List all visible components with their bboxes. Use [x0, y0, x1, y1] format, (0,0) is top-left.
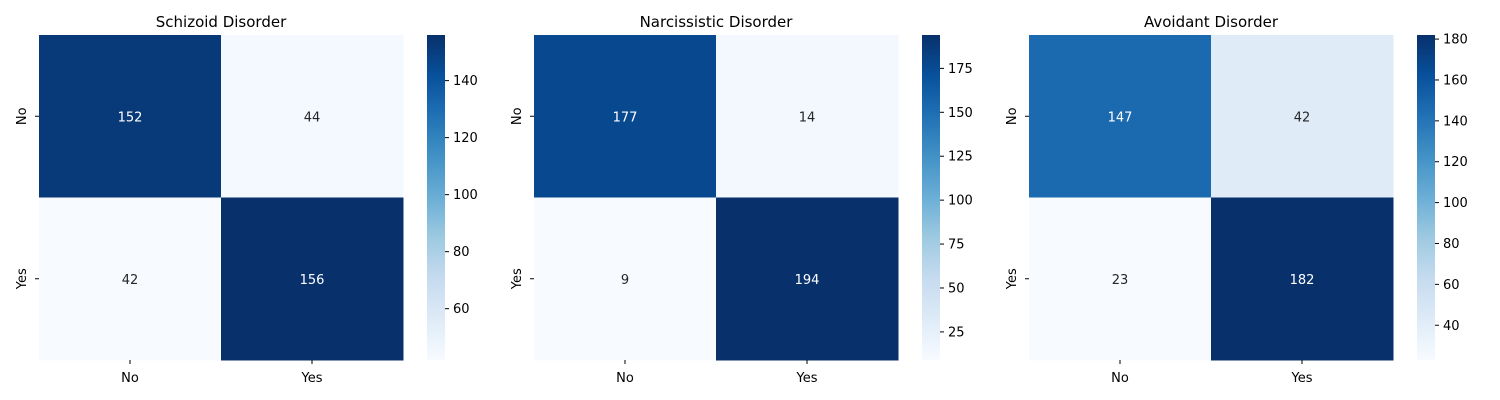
colorbar-tick-label: 25	[948, 325, 965, 340]
heatmap-panel-3: Avoidant Disorder 147 42 23 182 No Yes No Yes 40 6…	[1005, 13, 1468, 386]
y-tick-label: Yes	[510, 268, 525, 290]
heatmap-panel-2: Narcissistic Disorder 177 14 9 194 No Yes No Yes…	[510, 13, 973, 386]
heatmap-cell	[39, 35, 222, 198]
colorbar-tick-label: 80	[453, 245, 470, 260]
colorbar	[427, 35, 445, 360]
colorbar-tick-label: 40	[1443, 319, 1460, 334]
heatmap-cell	[716, 35, 899, 198]
cell-value-label: 42	[122, 273, 139, 288]
x-tick-label: Yes	[1291, 371, 1313, 386]
heatmap-cell	[1029, 197, 1212, 361]
heatmap-cell	[1211, 35, 1394, 198]
colorbar-tick-label: 80	[1443, 237, 1460, 252]
x-tick-label: Yes	[796, 371, 818, 386]
y-tick-label: Yes	[15, 268, 30, 290]
colorbar-tick-label: 140	[1443, 114, 1468, 129]
colorbar-tick-label: 150	[948, 106, 973, 121]
cell-value-label: 156	[300, 273, 325, 288]
colorbar	[922, 35, 940, 360]
y-tick-label: Yes	[1005, 268, 1020, 290]
colorbar-tick-label: 60	[453, 302, 470, 317]
cell-value-label: 152	[118, 110, 143, 125]
x-tick-label: Yes	[301, 371, 323, 386]
heatmap-cell	[534, 197, 717, 361]
x-tick-label: No	[1111, 371, 1129, 386]
cell-value-label: 177	[613, 110, 638, 125]
cell-value-label: 194	[795, 273, 820, 288]
heatmap-cell	[39, 197, 222, 361]
cell-value-label: 14	[799, 110, 816, 125]
colorbar-tick-label: 100	[948, 194, 973, 209]
heatmap-cell	[1029, 35, 1212, 198]
colorbar-tick-label: 120	[1443, 155, 1468, 170]
colorbar-tick-label: 180	[1443, 33, 1468, 48]
heatmap-cell	[1211, 197, 1394, 361]
chart-title: Narcissistic Disorder	[640, 13, 794, 31]
colorbar-tick-label: 120	[453, 131, 478, 146]
y-tick-label: No	[15, 107, 30, 125]
heatmap-cell	[534, 35, 717, 198]
chart-title: Avoidant Disorder	[1144, 13, 1279, 31]
colorbar-tick-label: 60	[1443, 278, 1460, 293]
cell-value-label: 23	[1112, 273, 1129, 288]
colorbar-tick-label: 100	[1443, 196, 1468, 211]
colorbar-tick-label: 50	[948, 281, 965, 296]
cell-value-label: 182	[1290, 273, 1315, 288]
colorbar	[1417, 35, 1435, 360]
heatmap-cell	[221, 197, 404, 361]
colorbar-tick-label: 125	[948, 150, 973, 165]
colorbar-tick-label: 75	[948, 238, 965, 253]
colorbar-tick-label: 160	[1443, 73, 1468, 88]
x-tick-label: No	[121, 371, 139, 386]
x-tick-label: No	[616, 371, 634, 386]
colorbar-tick-label: 175	[948, 62, 973, 77]
colorbar-tick-label: 100	[453, 188, 478, 203]
y-tick-label: No	[510, 107, 525, 125]
cell-value-label: 44	[304, 110, 321, 125]
heatmap-cell	[221, 35, 404, 198]
heatmap-panel-1: Schizoid Disorder 152 44 42 156 No Yes No Yes 60 8…	[15, 13, 478, 386]
chart-title: Schizoid Disorder	[156, 13, 287, 31]
heatmap-cell	[716, 197, 899, 361]
cell-value-label: 9	[621, 273, 629, 288]
cell-value-label: 42	[1294, 110, 1311, 125]
cell-value-label: 147	[1108, 110, 1133, 125]
colorbar-tick-label: 140	[453, 74, 478, 89]
y-tick-label: No	[1005, 107, 1020, 125]
